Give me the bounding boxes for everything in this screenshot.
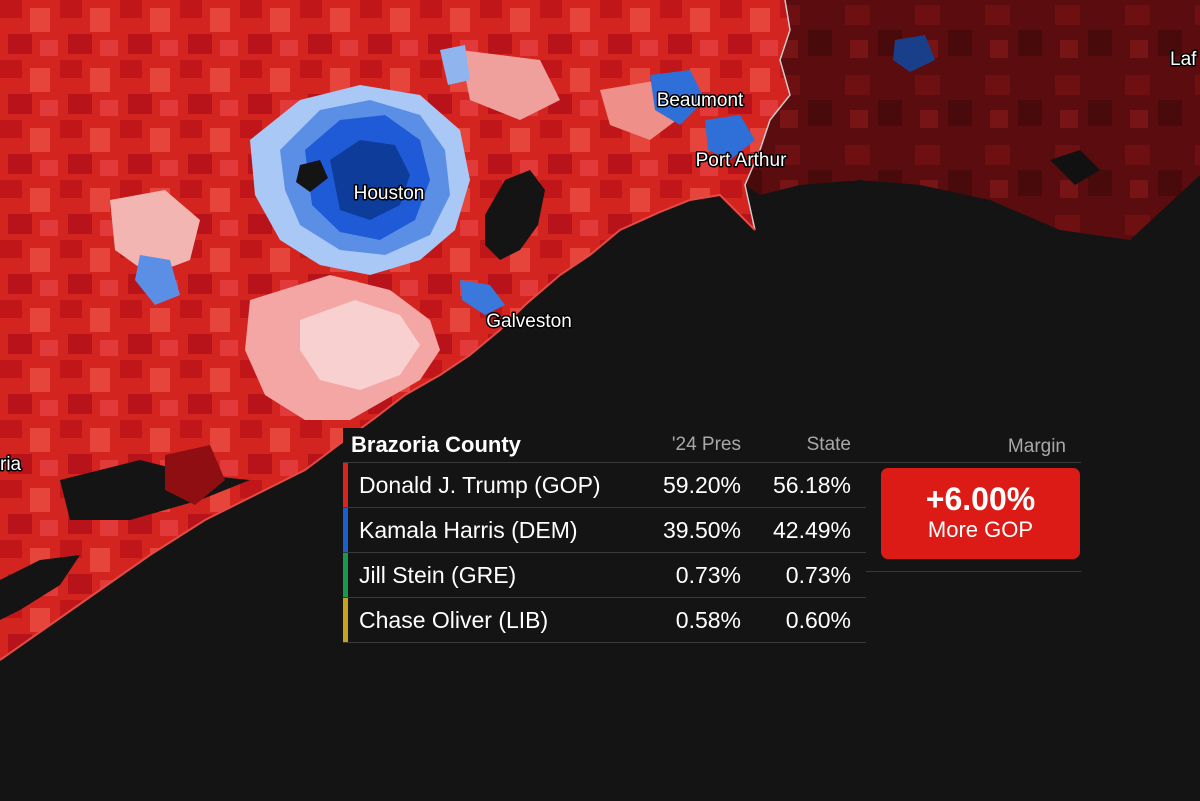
table-row: Jill Stein (GRE) 0.73% 0.73% — [343, 553, 866, 598]
header-divider-right — [866, 462, 1081, 463]
city-label-lafayette-partial[interactable]: Laf — [1169, 48, 1199, 72]
coastline — [0, 193, 756, 661]
west-bay — [60, 460, 250, 520]
county-title: Brazoria County — [343, 428, 643, 462]
column-header-pres: '24 Pres — [671, 434, 741, 455]
column-header-state: State — [806, 434, 851, 455]
table-row: Donald J. Trump (GOP) 59.20% 56.18% — [343, 463, 866, 508]
candidate-name: Jill Stein (GRE) — [359, 562, 517, 588]
light-red-east — [460, 50, 560, 120]
county-pres-pct: 59.20% — [662, 472, 741, 498]
city-label-beaumont[interactable]: Beaumont — [655, 89, 745, 113]
lake-houston — [296, 160, 328, 192]
county-pres-pct: 0.73% — [675, 562, 741, 588]
blue-west-patch — [135, 255, 180, 305]
city-label-victoria-partial[interactable]: ria — [0, 453, 23, 477]
party-swatch-gop — [343, 463, 348, 507]
state-pct: 0.60% — [785, 607, 851, 633]
candidate-name: Chase Oliver (LIB) — [359, 607, 549, 633]
candidate-name: Donald J. Trump (GOP) — [359, 472, 601, 498]
state-pct: 56.18% — [772, 472, 851, 498]
blue-galveston — [460, 280, 505, 315]
pale-suburbs — [300, 300, 420, 390]
margin-value: +6.00% — [925, 481, 1036, 517]
blue-northeast — [440, 45, 470, 85]
city-label-houston[interactable]: Houston — [352, 182, 426, 206]
margin-label: More GOP — [927, 517, 1034, 542]
county-pres-pct: 39.50% — [662, 517, 741, 543]
county-pres-pct: 0.58% — [675, 607, 741, 633]
column-header-margin: Margin — [1007, 436, 1066, 457]
louisiana-blue-patch — [893, 35, 935, 72]
party-swatch-lib — [343, 598, 348, 642]
state-pct: 42.49% — [772, 517, 851, 543]
results-table: Donald J. Trump (GOP) 59.20% 56.18% Kama… — [343, 463, 866, 643]
city-label-galveston[interactable]: Galveston — [485, 310, 574, 334]
houston-dem-core — [330, 140, 410, 220]
blue-beaumont — [650, 70, 705, 125]
city-label-port-arthur[interactable]: Port Arthur — [694, 149, 788, 173]
louisiana-land — [745, 0, 1200, 240]
blue-port-arthur — [705, 115, 755, 160]
margin-divider — [866, 571, 1081, 572]
louisiana-black-lake — [1050, 150, 1100, 185]
party-swatch-gre — [343, 553, 348, 597]
state-pct: 0.73% — [785, 562, 851, 588]
panel-header: Brazoria County '24 Pres State Margin — [343, 428, 1083, 462]
dark-red-county — [165, 445, 225, 505]
galveston-bay — [485, 170, 545, 260]
state-border — [744, 0, 791, 231]
table-row: Chase Oliver (LIB) 0.58% 0.60% — [343, 598, 866, 643]
party-swatch-dem — [343, 508, 348, 552]
margin-badge: +6.00% More GOP — [881, 468, 1080, 559]
table-row: Kamala Harris (DEM) 39.50% 42.49% — [343, 508, 866, 553]
coastal-bay — [0, 555, 80, 620]
candidate-name: Kamala Harris (DEM) — [359, 517, 578, 543]
light-red-west — [110, 190, 200, 275]
header-divider — [343, 462, 866, 463]
